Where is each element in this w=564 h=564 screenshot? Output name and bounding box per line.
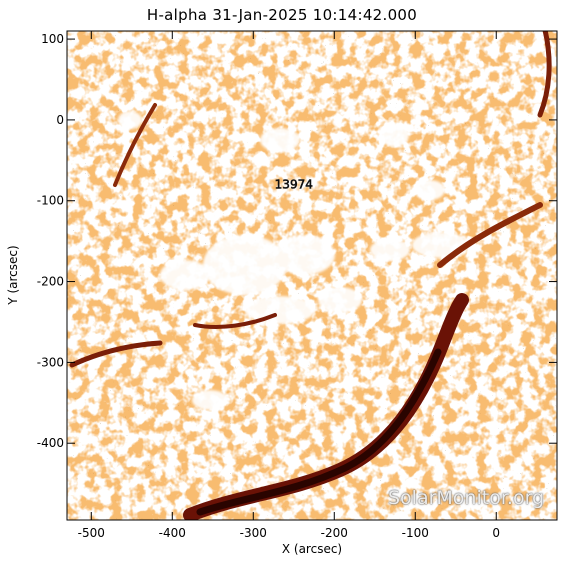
y-tick-label: 0: [56, 113, 64, 127]
y-tick-label: -300: [37, 355, 64, 369]
x-tick-label: -200: [321, 526, 348, 540]
y-axis-label: Y (arcsec): [6, 245, 20, 305]
y-tick-label: -200: [37, 275, 64, 289]
plot-frame: [66, 30, 558, 521]
filaments: [69, 31, 552, 520]
watermark-text: SolarMonitor.org: [388, 487, 545, 509]
y-tick-label: 100: [41, 32, 64, 46]
plage-regions: [118, 111, 468, 410]
x-tick-label: -500: [78, 526, 105, 540]
y-axis-ticks: 100 0 -100 -200 -300 -400: [37, 32, 557, 450]
active-region-label: 13974: [275, 178, 313, 192]
x-tick-label: -400: [159, 526, 186, 540]
y-tick-label: -100: [37, 194, 64, 208]
x-tick-label: -100: [402, 526, 429, 540]
x-axis-ticks: -500 -400 -300 -200 -100 0: [78, 31, 500, 540]
x-tick-label: -300: [240, 526, 267, 540]
y-tick-label: -400: [37, 436, 64, 450]
x-tick-label: 0: [492, 526, 500, 540]
x-axis-label: X (arcsec): [282, 542, 342, 556]
solar-disk-image: [67, 31, 557, 520]
image-title: H-alpha 31-Jan-2025 10:14:42.000: [146, 6, 418, 24]
